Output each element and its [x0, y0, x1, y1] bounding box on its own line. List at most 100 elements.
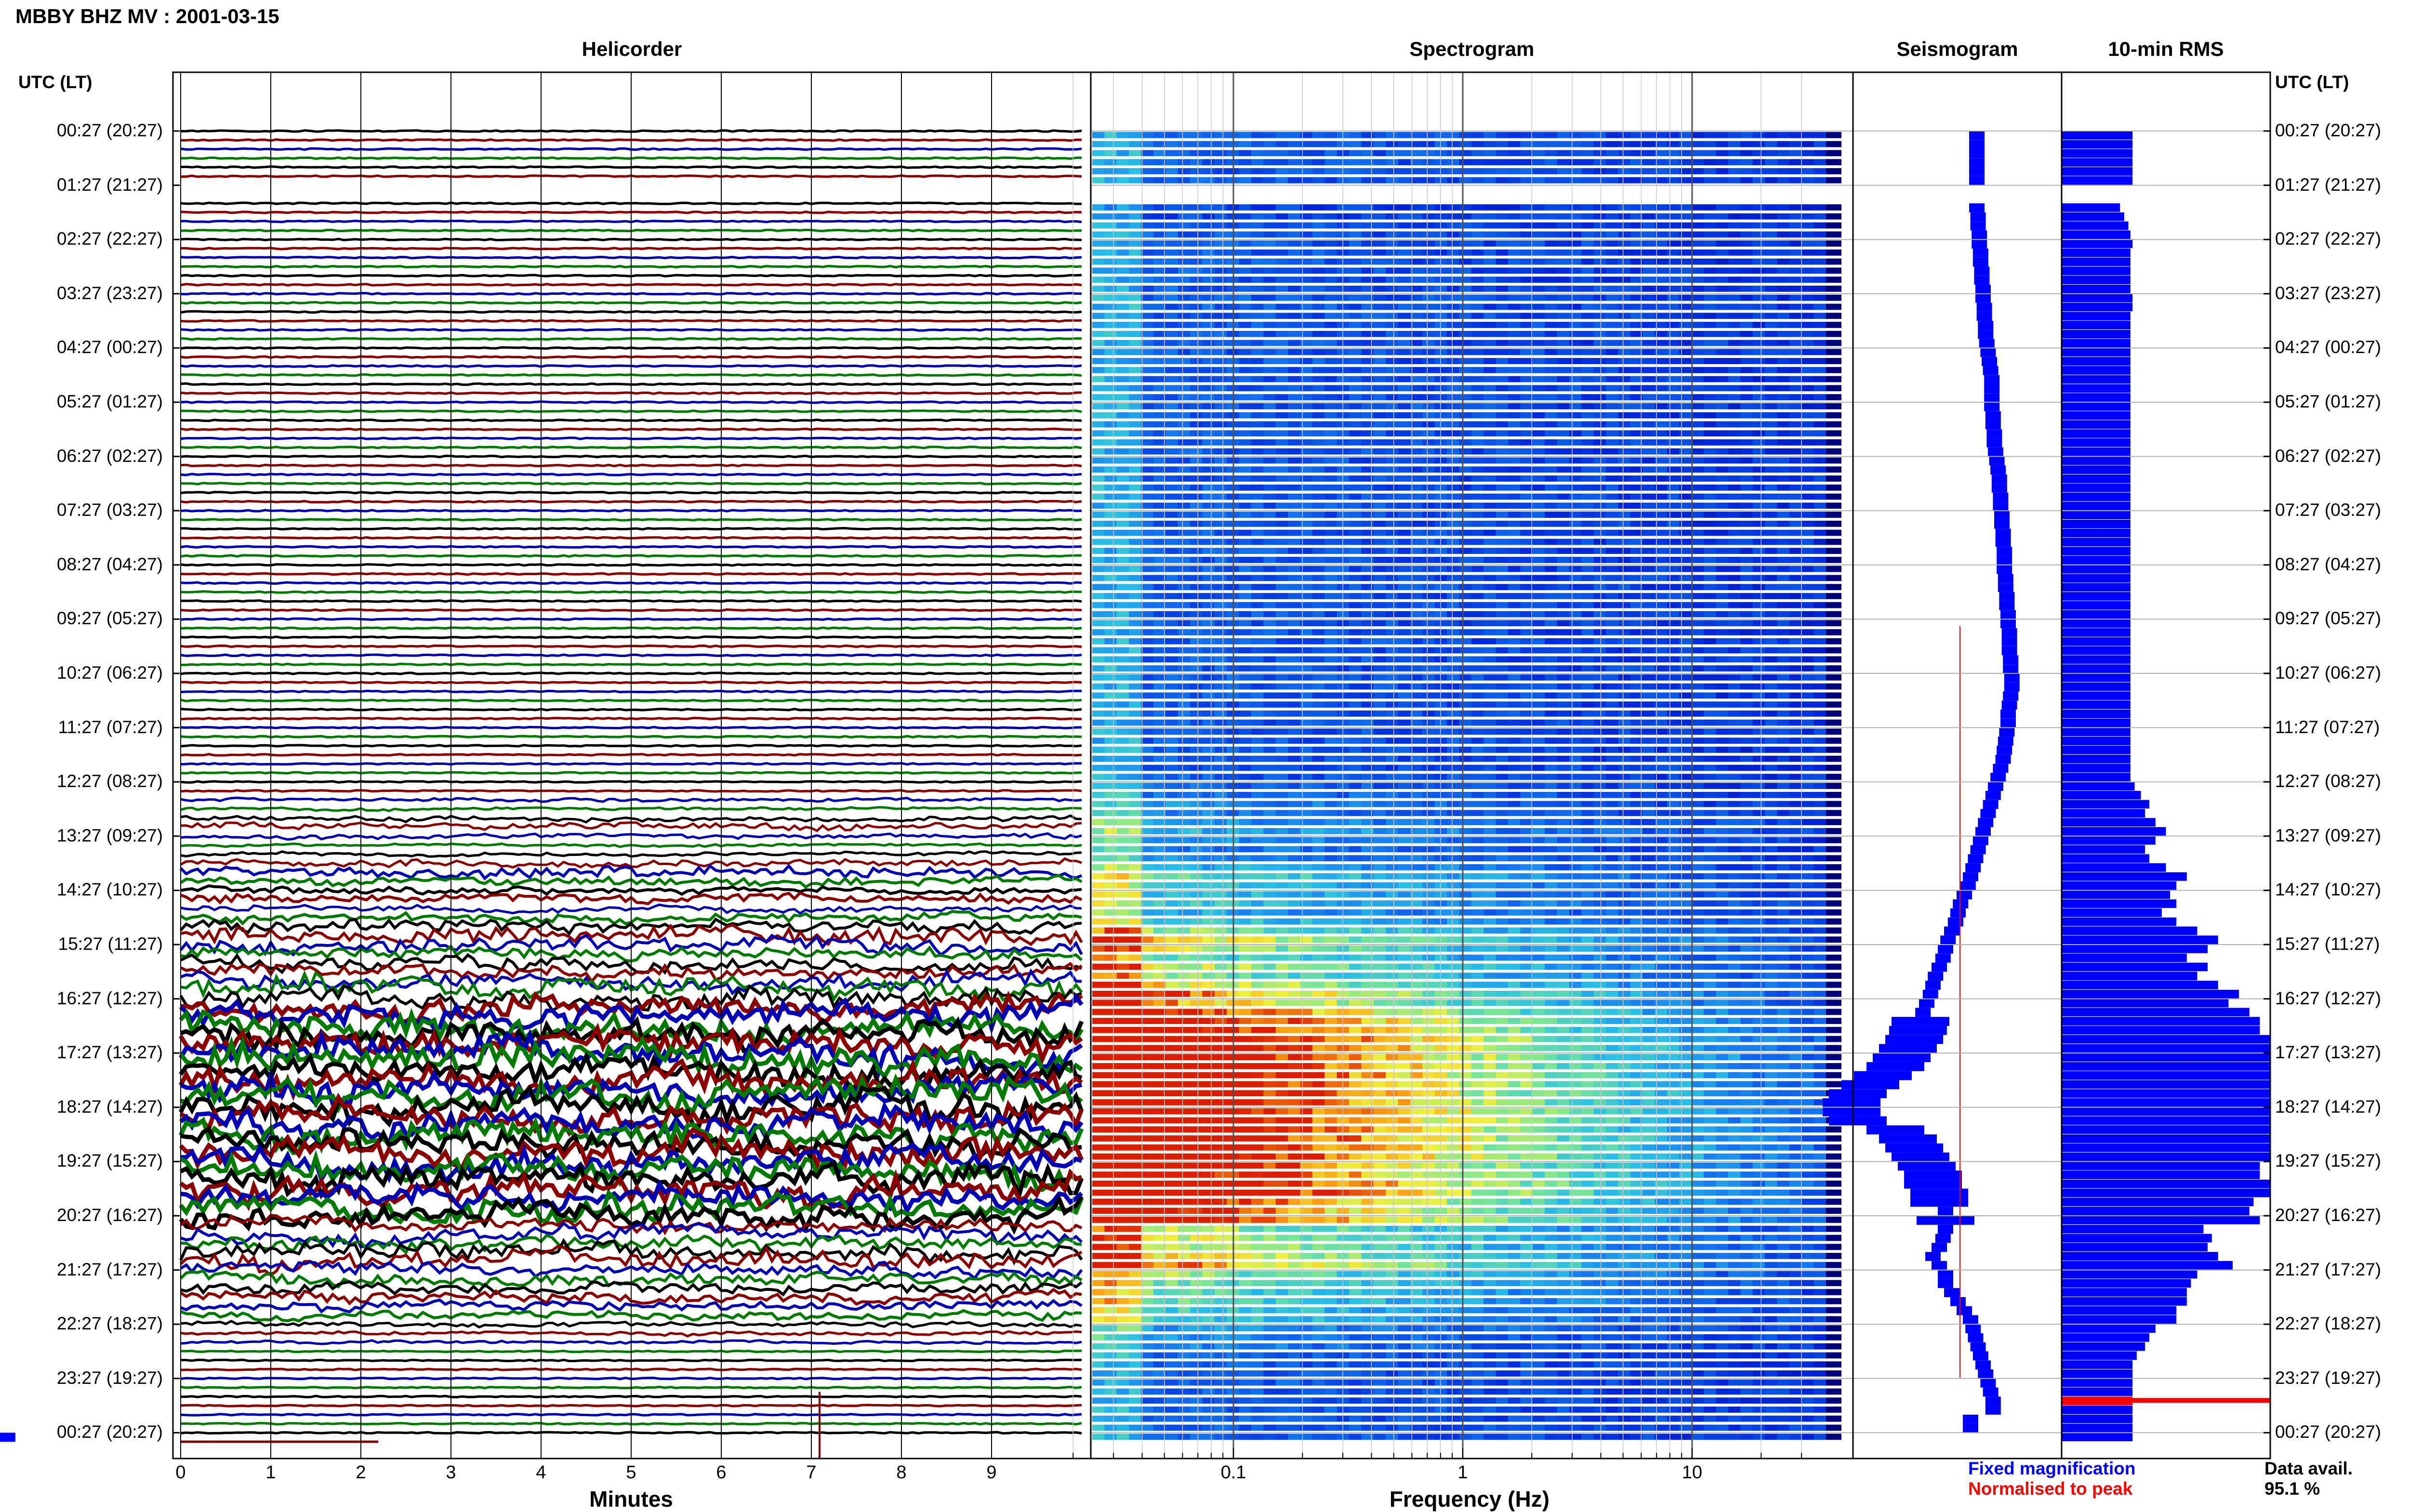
spectrogram-cell — [1410, 837, 1423, 843]
spectrogram-cell — [1483, 177, 1496, 184]
spectrogram-cell — [1765, 611, 1778, 618]
spectrogram-cell — [1520, 475, 1533, 482]
spectrogram-cell — [1765, 385, 1778, 392]
spectrogram-cell — [1312, 548, 1325, 554]
spectrogram-cell — [1141, 575, 1154, 581]
spectrogram-cell — [1716, 810, 1729, 816]
spectrogram-cell — [1104, 638, 1117, 644]
spectrogram-cell — [1581, 466, 1594, 473]
spectrogram-cell — [1642, 276, 1655, 283]
spectrogram-cell — [1545, 575, 1558, 581]
spectrogram-cell — [1434, 358, 1447, 364]
spectrogram-cell — [1434, 674, 1447, 681]
spectrogram-cell — [1312, 801, 1325, 807]
spectrogram-cell — [1214, 475, 1227, 482]
spectrogram-cell — [1801, 222, 1814, 229]
spectrogram-cell — [1092, 177, 1105, 184]
spectrogram-cell — [1679, 340, 1692, 346]
spectrogram-cell — [1092, 855, 1105, 862]
spectrogram-cell — [1178, 701, 1191, 708]
spectrogram-cell — [1092, 258, 1105, 265]
spectrogram-cell — [1141, 728, 1154, 735]
spectrogram-cell — [1410, 358, 1423, 364]
time-label-right: 07:27 (03:27) — [2275, 500, 2382, 520]
spectrogram-cell — [1410, 204, 1423, 210]
spectrogram-cell — [1752, 313, 1765, 319]
spectrogram-cell — [1129, 204, 1142, 210]
spectrogram-cell — [1679, 150, 1692, 157]
spectrogram-cell — [1740, 249, 1753, 256]
spectrogram-cell — [1508, 177, 1521, 184]
spectrogram-cell — [1275, 728, 1288, 735]
spectrogram-cell — [1153, 611, 1166, 618]
spectrogram-cell — [1765, 376, 1778, 382]
spectrogram-cell — [1667, 231, 1680, 238]
spectrogram-cell — [1190, 330, 1203, 337]
spectrogram-cell — [1165, 584, 1178, 591]
spectrogram-cell — [1263, 267, 1276, 274]
spectrogram-cell — [1459, 294, 1472, 301]
spectrogram-cell — [1728, 801, 1741, 807]
spectrogram-cell — [1190, 656, 1203, 663]
spectrogram-cell — [1557, 394, 1570, 400]
spectrogram-cell — [1288, 150, 1301, 157]
time-label-right: 08:27 (04:27) — [2275, 554, 2382, 574]
spectrogram-cell — [1642, 421, 1655, 428]
spectrogram-cell — [1349, 728, 1362, 735]
spectrogram-cell — [1190, 565, 1203, 572]
spectrogram-cell — [1801, 177, 1814, 184]
spectrogram-cell — [1545, 864, 1558, 870]
spectrogram-cell — [1398, 575, 1411, 581]
spectrogram-cell — [1410, 710, 1423, 717]
spectrogram-cell — [1275, 783, 1288, 789]
spectrogram-cell — [1153, 692, 1166, 699]
spectrogram-cell — [1153, 376, 1166, 382]
spectrogram-cell — [1716, 791, 1729, 798]
spectrogram-cell — [1532, 439, 1545, 446]
spectrogram-cell — [1777, 611, 1790, 618]
spectrogram-cell — [1728, 222, 1741, 229]
spectrogram-cell — [1312, 141, 1325, 147]
spectrogram-cell — [1116, 764, 1129, 771]
spectrogram-cell — [1496, 294, 1509, 301]
spectrogram-cell — [1593, 367, 1606, 373]
spectrogram-cell — [1618, 403, 1631, 409]
spectrogram-cell — [1324, 394, 1337, 400]
spectrogram-cell — [1300, 294, 1313, 301]
spectrogram-cell — [1667, 801, 1680, 807]
spectrogram-cell — [1716, 475, 1729, 482]
spectrogram-cell — [1263, 313, 1276, 319]
spectrogram-cell — [1165, 557, 1178, 563]
spectrogram-cell — [1716, 349, 1729, 355]
spectrogram-cell — [1813, 801, 1827, 807]
spectrogram-cell — [1300, 539, 1313, 545]
spectrogram-cell — [1349, 656, 1362, 663]
spectrogram-cell — [1606, 846, 1619, 853]
spectrogram-cell — [1214, 403, 1227, 409]
spectrogram-cell — [1422, 728, 1435, 735]
spectrogram-cell — [1581, 864, 1594, 870]
spectrogram-cell — [1557, 403, 1570, 409]
spectrogram-cell — [1141, 611, 1154, 618]
spectrogram-cell — [1496, 466, 1509, 473]
spectrogram-cell — [1679, 403, 1692, 409]
spectrogram-cell — [1752, 783, 1765, 789]
spectrogram-cell — [1349, 629, 1362, 635]
spectrogram-cell — [1104, 512, 1117, 518]
spectrogram-cell — [1777, 367, 1790, 373]
spectrogram-cell — [1349, 222, 1362, 229]
spectrogram-cell — [1471, 683, 1484, 690]
spectrogram-cell — [1545, 512, 1558, 518]
spectrogram-cell — [1202, 448, 1215, 455]
spectrogram-cell — [1545, 611, 1558, 618]
spectrogram-cell — [1165, 457, 1178, 464]
spectrogram-cell — [1679, 774, 1692, 780]
spectrogram-cell — [1275, 466, 1288, 473]
spectrogram-cell — [1642, 764, 1655, 771]
spectrogram-cell — [1324, 565, 1337, 572]
spectrogram-cell — [1557, 520, 1570, 527]
spectrogram-cell — [1789, 565, 1802, 572]
spectrogram-cell — [1716, 764, 1729, 771]
spectrogram-cell — [1508, 349, 1521, 355]
spectrogram-cell — [1655, 584, 1668, 591]
